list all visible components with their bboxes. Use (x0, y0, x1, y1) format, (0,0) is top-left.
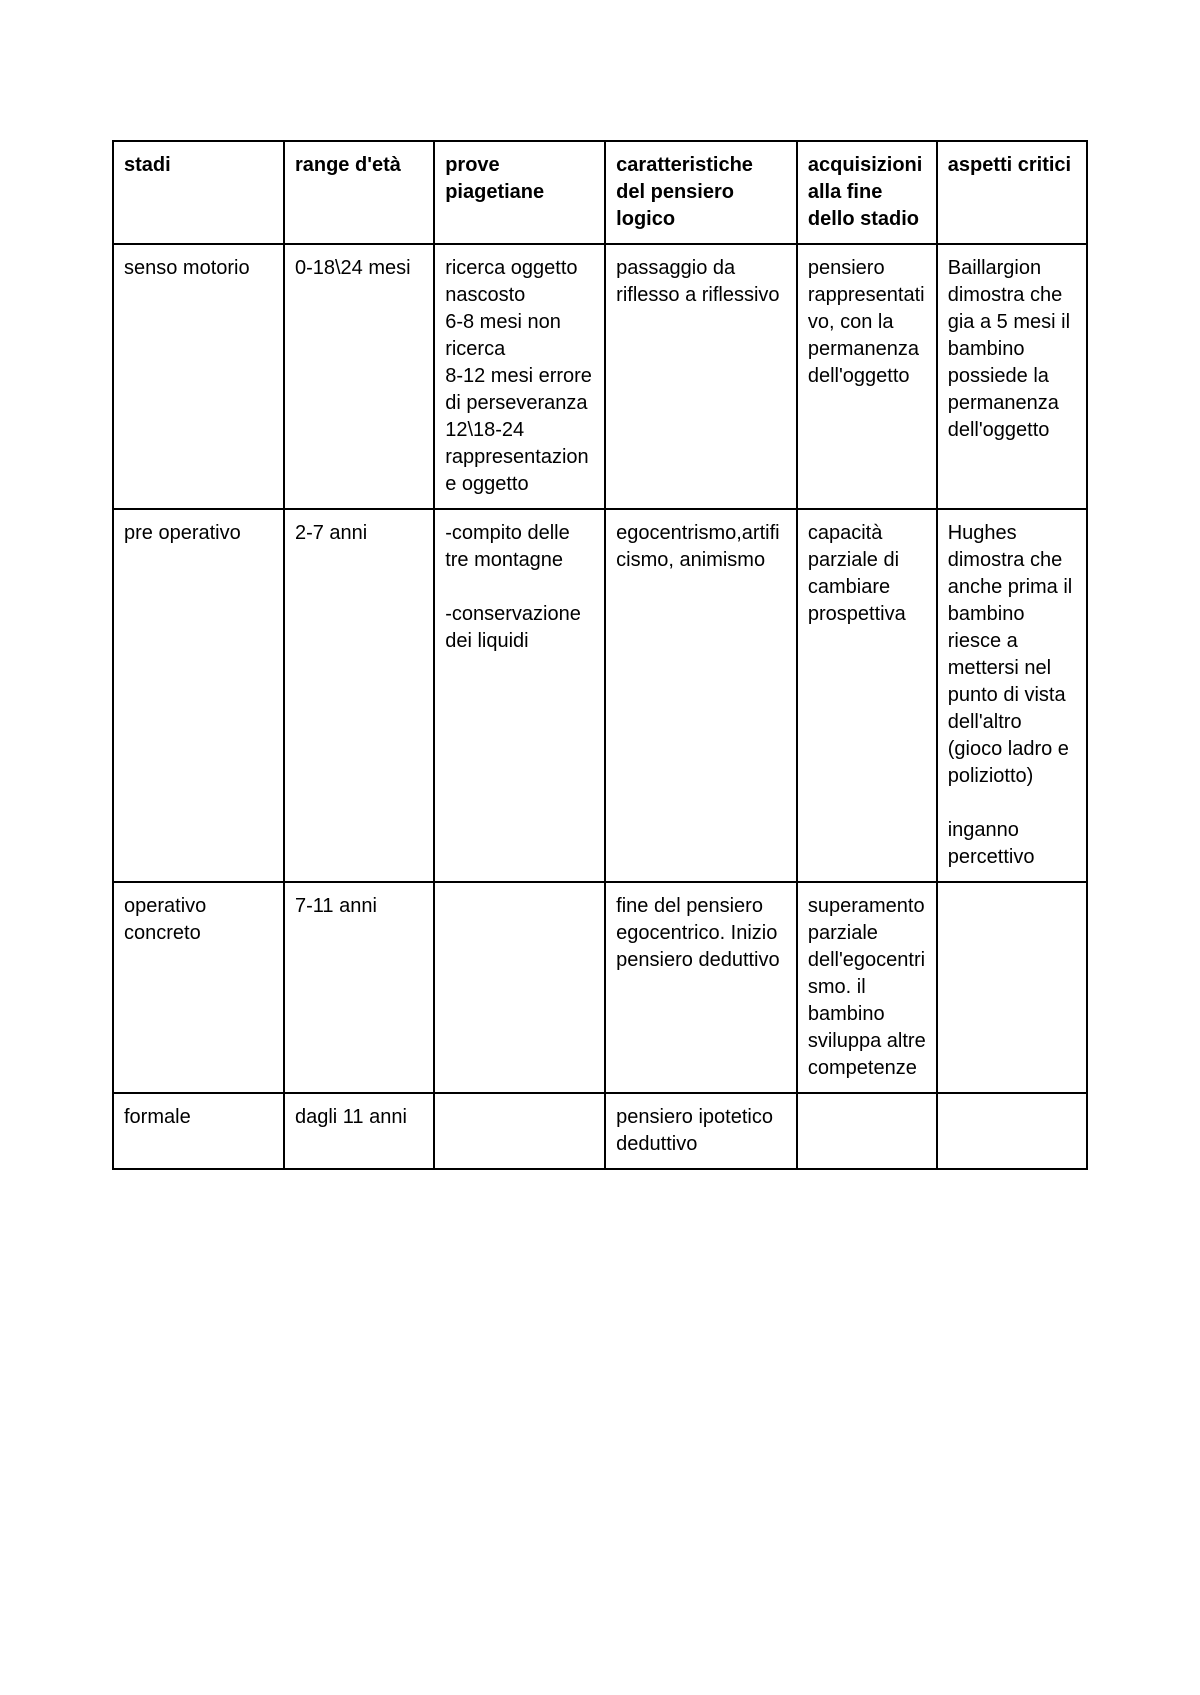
cell-aspetti (937, 1093, 1087, 1169)
cell-stadi: formale (113, 1093, 284, 1169)
cell-prove (434, 882, 605, 1093)
cell-range: 2-7 anni (284, 509, 434, 882)
cell-range: dagli 11 anni (284, 1093, 434, 1169)
cell-acquisizioni: capacità parziale di cambiare prospettiv… (797, 509, 937, 882)
cell-prove: -compito delle tre montagne -conservazio… (434, 509, 605, 882)
col-header-stadi: stadi (113, 141, 284, 244)
cell-range: 0-18\24 mesi (284, 244, 434, 509)
cell-prove: ricerca oggetto nascosto 6-8 mesi non ri… (434, 244, 605, 509)
table-row: operativo concreto 7-11 anni fine del pe… (113, 882, 1087, 1093)
cell-aspetti: Baillargion dimostra che gia a 5 mesi il… (937, 244, 1087, 509)
col-header-caratteristiche: caratteristiche del pensiero logico (605, 141, 797, 244)
col-header-prove: prove piagetiane (434, 141, 605, 244)
cell-acquisizioni: pensiero rappresentativo, con la permane… (797, 244, 937, 509)
table-header: stadi range d'età prove piagetiane carat… (113, 141, 1087, 244)
cell-prove (434, 1093, 605, 1169)
col-header-acquisizioni: acquisizioni alla fine dello stadio (797, 141, 937, 244)
piaget-stages-table: stadi range d'età prove piagetiane carat… (112, 140, 1088, 1170)
col-header-aspetti: aspetti critici (937, 141, 1087, 244)
cell-stadi: senso motorio (113, 244, 284, 509)
cell-aspetti (937, 882, 1087, 1093)
header-row: stadi range d'età prove piagetiane carat… (113, 141, 1087, 244)
table-row: formale dagli 11 anni pensiero ipotetico… (113, 1093, 1087, 1169)
cell-stadi: operativo concreto (113, 882, 284, 1093)
col-header-range: range d'età (284, 141, 434, 244)
cell-acquisizioni (797, 1093, 937, 1169)
cell-range: 7-11 anni (284, 882, 434, 1093)
table-row: senso motorio 0-18\24 mesi ricerca ogget… (113, 244, 1087, 509)
cell-caratteristiche: egocentrismo,artificismo, animismo (605, 509, 797, 882)
table-body: senso motorio 0-18\24 mesi ricerca ogget… (113, 244, 1087, 1169)
cell-caratteristiche: passaggio da riflesso a riflessivo (605, 244, 797, 509)
cell-caratteristiche: fine del pensiero egocentrico. Inizio pe… (605, 882, 797, 1093)
cell-acquisizioni: superamento parziale dell'egocentrismo. … (797, 882, 937, 1093)
table-row: pre operativo 2-7 anni -compito delle tr… (113, 509, 1087, 882)
cell-caratteristiche: pensiero ipotetico deduttivo (605, 1093, 797, 1169)
cell-aspetti: Hughes dimostra che anche prima il bambi… (937, 509, 1087, 882)
cell-stadi: pre operativo (113, 509, 284, 882)
